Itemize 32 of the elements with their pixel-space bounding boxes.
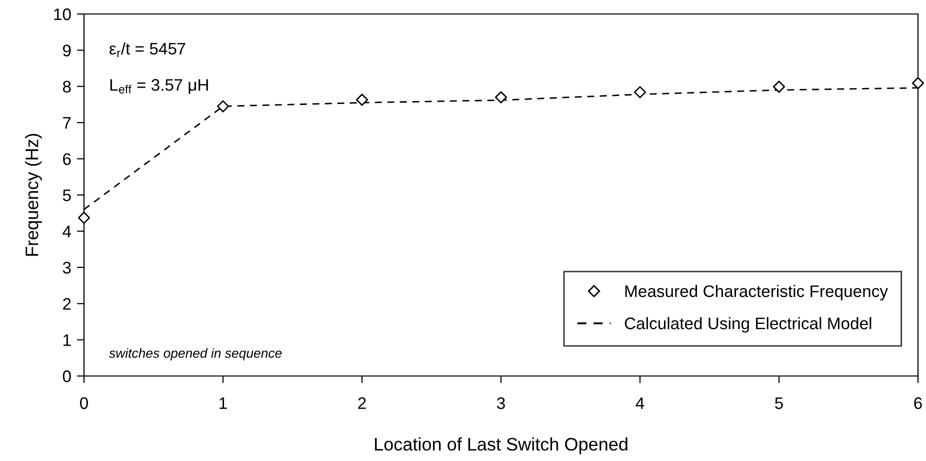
x-axis-title: Location of Last Switch Opened	[375, 437, 628, 454]
y-tick-label: 9	[63, 44, 71, 56]
y-tick-label: 8	[62, 80, 71, 93]
annotation: ε$_{r}$/t = 5457	[110, 42, 186, 58]
point	[912, 77, 924, 90]
x-tick-label: 1	[220, 397, 227, 409]
legend-label: Measured Characteristic Frequency	[625, 284, 888, 300]
point	[772, 80, 786, 93]
y-tick-label: 0	[62, 370, 71, 382]
x-tick-label: 0	[80, 397, 88, 410]
y-tick-label: 10	[54, 8, 71, 20]
y-tick-label: 5	[62, 190, 71, 202]
x-tick-label: 4	[636, 397, 644, 409]
y-tick-label: 7	[63, 117, 71, 129]
point	[216, 100, 230, 112]
point	[494, 91, 508, 104]
x-tick-label: 3	[497, 397, 505, 410]
y-tick-label: 3	[62, 262, 71, 274]
y-axis-title: Frequency (Hz)	[25, 134, 42, 256]
y-tick-label: 4	[62, 226, 72, 238]
x-tick-label: 5	[775, 397, 783, 410]
point	[78, 212, 90, 224]
annotation: L$_{eff}$ = 3.57 μH	[110, 79, 208, 94]
legend-label: Calculated Using Electrical Model	[624, 317, 872, 333]
point	[356, 94, 368, 106]
y-tick-label: 6	[63, 153, 71, 166]
x-tick-label: 2	[358, 397, 366, 409]
point	[634, 86, 646, 98]
y-tick-label: 2	[63, 298, 71, 310]
x-tick-label: 6	[914, 397, 922, 410]
y-tick-label: 1	[64, 334, 71, 346]
annotation: switches opened in sequence	[109, 348, 282, 360]
